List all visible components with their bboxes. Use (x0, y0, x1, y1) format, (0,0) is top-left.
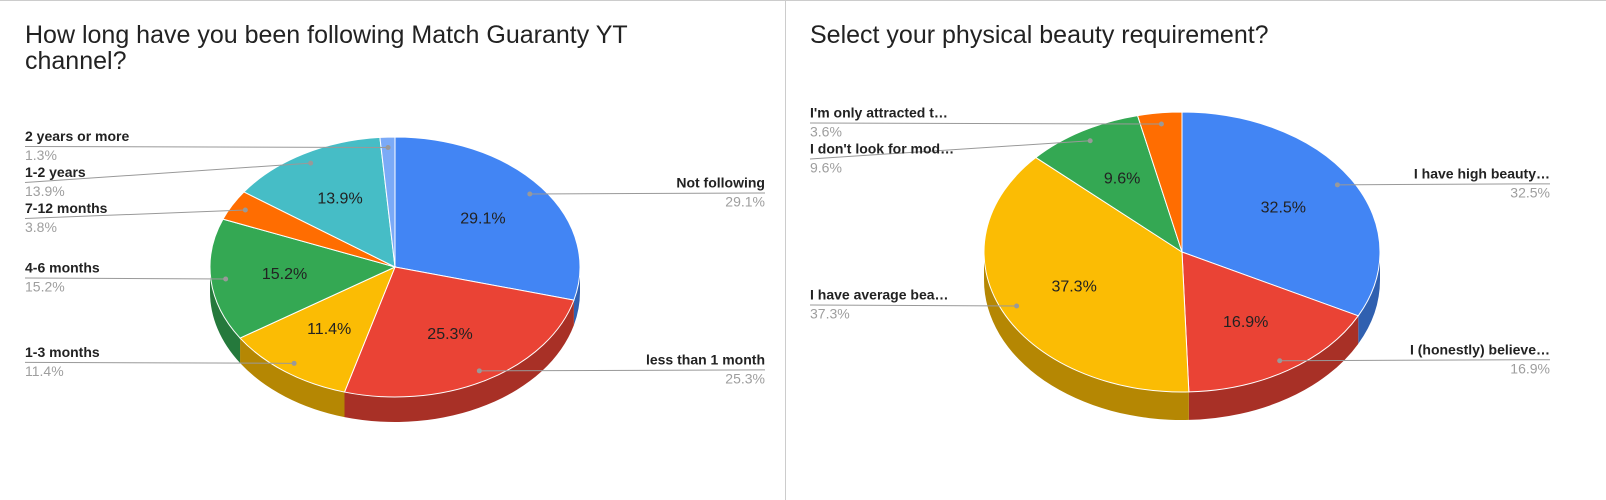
callout-line (1279, 359, 1551, 362)
callout-dot (1158, 121, 1164, 127)
slice-side (984, 252, 1189, 421)
chart-title: How long have you been following Match G… (25, 21, 628, 75)
legend-value: 37.3% (810, 306, 850, 322)
slice-label: 37.3% (1051, 278, 1096, 295)
callout-line (24, 361, 295, 364)
callout-dot (1014, 303, 1020, 309)
slice-side (573, 267, 580, 326)
slice (1034, 115, 1183, 254)
slice-label: 15.2% (262, 266, 307, 283)
legend-label: I have high beauty… (1414, 166, 1550, 182)
legend-value: 15.2% (25, 279, 65, 295)
slice-side (1188, 315, 1359, 420)
legend-value: 32.5% (1510, 185, 1550, 201)
legend-label: Not following (676, 175, 765, 191)
slice-side (344, 300, 574, 422)
legend-label: 7-12 months (25, 200, 108, 216)
callout-line (24, 209, 246, 219)
legend-label: I (honestly) believe… (1410, 341, 1550, 357)
callout-line (809, 140, 1091, 160)
callout-dot (223, 276, 229, 282)
legend-label: 4-6 months (25, 260, 100, 276)
callout-dot (242, 207, 248, 213)
legend-value: 25.3% (725, 371, 765, 387)
slice (394, 136, 581, 301)
callout-line (1337, 183, 1551, 186)
legend-label: I have average bea… (810, 287, 949, 303)
legend-value: 13.9% (25, 183, 65, 199)
callout-line (809, 122, 1162, 125)
legend-value: 3.6% (810, 124, 842, 140)
slice (239, 266, 396, 393)
slice-label: 11.4% (307, 321, 351, 338)
slice (379, 136, 396, 268)
callout-dot (385, 144, 391, 150)
slice-label: 13.9% (317, 190, 362, 207)
slice (1181, 251, 1360, 393)
callout-dot (1334, 182, 1340, 188)
slice-label: 25.3% (427, 326, 472, 343)
slice-label: 9.6% (1104, 171, 1140, 188)
callout-line (24, 162, 311, 183)
legend-label: less than 1 month (646, 352, 765, 368)
legend-label: I'm only attracted t… (810, 105, 948, 121)
legend-value: 3.8% (25, 219, 57, 235)
legend-label: 2 years or more (25, 128, 129, 144)
slice (343, 266, 575, 398)
callout-line (24, 277, 226, 280)
callout-dot (308, 160, 314, 166)
legend-value: 9.6% (810, 160, 842, 176)
slice-label: 29.1% (460, 211, 505, 228)
callout-dot (476, 368, 482, 374)
slice (243, 136, 396, 268)
legend-label: I don't look for mod… (810, 141, 954, 157)
callout-line (24, 146, 389, 148)
callout-dot (291, 360, 297, 366)
slice (1136, 111, 1183, 253)
slice-label: 32.5% (1261, 199, 1306, 216)
callout-dot (1277, 358, 1283, 364)
chart-title: Select your physical beauty requirement? (810, 21, 1269, 49)
slice (1181, 111, 1381, 317)
legend-value: 11.4% (25, 363, 64, 379)
callout-line (529, 192, 766, 195)
slice-label: 16.9% (1223, 314, 1268, 331)
slice (209, 218, 397, 339)
legend-label: 1-3 months (25, 344, 100, 360)
legend-value: 1.3% (25, 147, 57, 163)
callout-line (809, 304, 1017, 307)
callout-dot (527, 191, 533, 197)
slice-side (210, 267, 241, 364)
legend-value: 16.9% (1510, 360, 1550, 376)
legend-label: 1-2 years (25, 164, 86, 180)
callout-dot (1087, 138, 1093, 144)
callout-line (479, 369, 766, 372)
slice-side (240, 338, 345, 418)
slice (983, 156, 1190, 393)
legend-value: 29.1% (725, 194, 765, 210)
